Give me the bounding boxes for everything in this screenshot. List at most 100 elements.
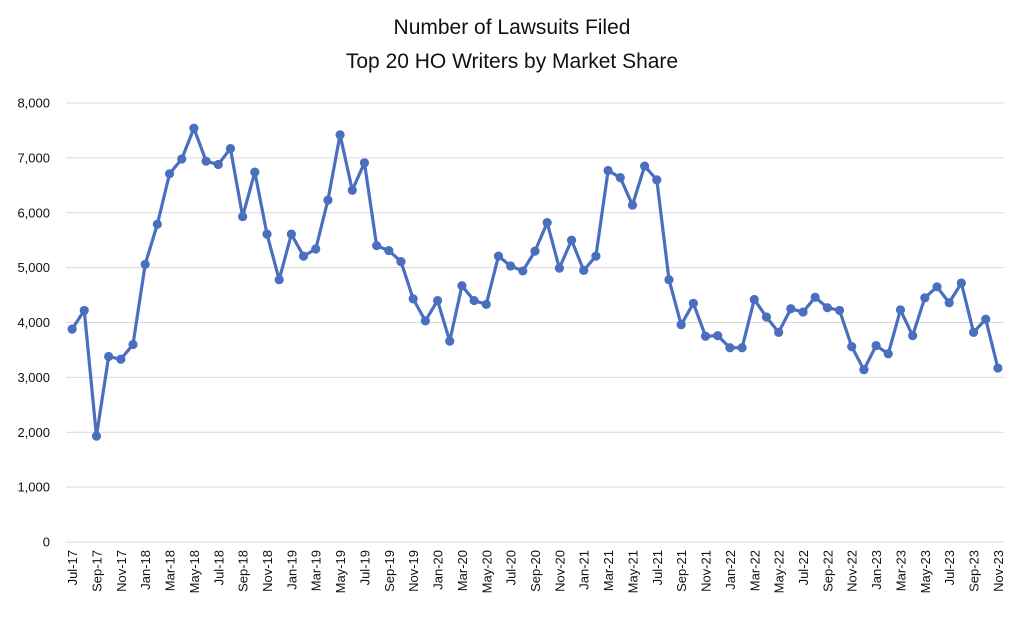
x-tick-label: Mar-23: [893, 550, 908, 591]
series-line: [70, 126, 1000, 438]
data-point: [579, 265, 589, 275]
x-tick-label: Sep-18: [236, 550, 251, 592]
data-point: [591, 251, 601, 261]
data-point: [895, 305, 906, 315]
x-tick-label: Jan-20: [431, 550, 446, 590]
data-point: [615, 173, 625, 183]
data-point: [518, 266, 528, 276]
data-point: [993, 363, 1003, 373]
data-point: [640, 161, 650, 171]
y-tick-label: 6,000: [17, 205, 50, 220]
data-point: [627, 200, 638, 210]
data-point: [323, 195, 333, 205]
x-tick-label: Nov-22: [845, 550, 860, 592]
x-tick-label: Jul-22: [796, 550, 811, 585]
x-tick-label: Jan-21: [577, 550, 592, 590]
x-tick-label: May-22: [772, 550, 787, 593]
data-point: [116, 354, 126, 364]
data-point: [932, 282, 942, 292]
data-point: [396, 256, 406, 267]
data-point: [262, 229, 272, 239]
x-tick-label: Nov-20: [552, 550, 567, 592]
data-point: [968, 327, 979, 337]
data-point: [250, 167, 260, 177]
data-point: [859, 365, 869, 375]
y-tick-label: 2,000: [17, 425, 50, 440]
y-tick-label: 5,000: [17, 260, 50, 275]
data-point: [189, 123, 199, 133]
data-point: [810, 292, 820, 302]
data-point: [786, 304, 796, 314]
data-point: [225, 143, 236, 154]
x-tick-label: Mar-20: [455, 550, 470, 591]
data-point: [883, 349, 893, 359]
x-tick-label: May-19: [333, 550, 348, 593]
data-point: [725, 343, 735, 353]
data-point: [834, 305, 845, 316]
data-point: [493, 251, 504, 261]
data-point: [420, 316, 430, 326]
x-tick-label: Jul-20: [504, 550, 519, 585]
data-point: [445, 336, 455, 346]
data-point: [359, 158, 370, 168]
data-point: [432, 295, 443, 306]
chart-subtitle: Top 20 HO Writers by Market Share: [346, 50, 678, 73]
data-point: [152, 219, 162, 229]
data-point: [981, 314, 991, 324]
data-point: [603, 165, 613, 176]
x-tick-label: Sep-20: [528, 550, 543, 592]
data-point: [177, 154, 187, 164]
data-point: [274, 275, 284, 285]
x-tick-label: Jan-23: [869, 550, 884, 590]
y-tick-label: 4,000: [17, 315, 50, 330]
data-point: [542, 218, 552, 228]
data-point: [372, 241, 382, 251]
data-point: [737, 343, 747, 353]
x-tick-label: Nov-19: [406, 550, 421, 592]
x-axis-ticks: Jul-17 Sep-17 Nov-17 Jan-18 Mar-18 May-18 Jul-…: [65, 550, 1006, 593]
x-tick-label: Mar-22: [747, 550, 762, 591]
data-point: [104, 351, 114, 362]
x-tick-label: Jul-21: [650, 550, 665, 585]
data-point: [140, 259, 150, 269]
data-point: [749, 294, 759, 305]
data-point: [213, 159, 223, 170]
data-point: [311, 244, 321, 254]
data-point: [164, 169, 175, 179]
data-point: [798, 307, 808, 317]
data-point: [238, 211, 248, 222]
x-tick-label: Mar-18: [163, 550, 178, 591]
data-point: [664, 275, 674, 285]
y-tick-label: 3,000: [17, 370, 50, 385]
data-point: [457, 281, 467, 291]
y-tick-label: 7,000: [17, 150, 50, 165]
y-tick-label: 0: [43, 535, 50, 550]
y-tick-label: 1,000: [17, 480, 50, 495]
data-point: [908, 331, 918, 341]
data-point: [761, 312, 772, 322]
data-point: [676, 320, 686, 330]
data-point: [201, 156, 211, 166]
x-tick-label: Sep-21: [674, 550, 689, 592]
data-point: [481, 299, 491, 309]
x-tick-label: May-18: [187, 550, 202, 593]
data-point: [530, 246, 540, 256]
x-tick-label: May-23: [918, 550, 933, 593]
x-tick-label: Jul-23: [942, 550, 957, 585]
data-point: [713, 331, 723, 341]
data-point: [554, 263, 564, 273]
data-point: [774, 327, 784, 337]
x-tick-label: Sep-23: [967, 550, 982, 592]
data-point: [79, 305, 89, 316]
x-tick-label: Jul-17: [65, 550, 80, 585]
data-point: [408, 294, 418, 304]
x-tick-label: Sep-17: [89, 550, 104, 592]
data-point: [944, 298, 954, 308]
data-point: [347, 185, 357, 195]
data-point: [128, 339, 138, 350]
data-point: [566, 235, 577, 245]
data-point: [956, 278, 966, 288]
data-point: [384, 246, 394, 256]
